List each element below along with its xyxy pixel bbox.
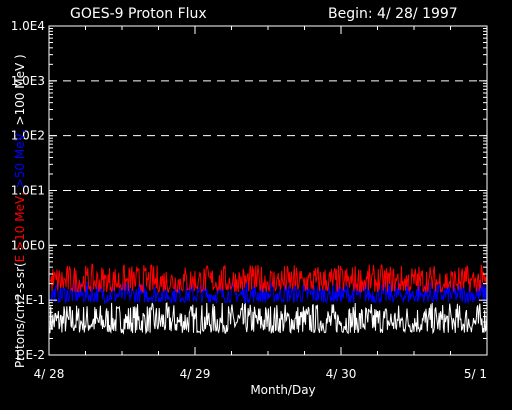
data-series (49, 263, 488, 335)
y-axis-label-part-1: E >10 MeV, (13, 188, 27, 262)
y-tick-label: 1.0E2 (11, 129, 45, 143)
x-axis-label: Month/Day (250, 383, 315, 397)
chart-title: GOES-9 Proton Flux (70, 6, 207, 22)
begin-date-label: Begin: 4/ 28/ 1997 (328, 6, 458, 22)
plot-frame (48, 25, 488, 356)
x-tick-label: 4/ 29 (180, 367, 211, 381)
x-tick-label: 4/ 30 (326, 367, 357, 381)
y-tick-label: 1.0E0 (11, 238, 45, 252)
series-line-0 (49, 263, 488, 294)
x-tick-label: 5/ 1 (464, 367, 487, 381)
y-tick-label: 1.0E3 (11, 74, 45, 88)
series-line-2 (49, 302, 488, 335)
y-tick-label: 1.0E1 (11, 184, 45, 198)
y-tick-label: 1.E-2 (14, 348, 45, 362)
y-axis-ticks: 1.E-2 1.E-1 1.0E0 1.0E1 1.0E2 1.0E3 1.0E4 (11, 19, 487, 362)
y-axis-label-part-0: Protons/cm2-s-sr( (13, 262, 27, 368)
grid-lines (49, 80, 487, 246)
y-tick-label: 1.0E4 (11, 19, 45, 33)
x-tick-label: 4/ 28 (34, 367, 65, 381)
y-axis-label: Protons/cm2-s-sr(E >10 MeV, >50 MeV, >10… (13, 54, 27, 368)
x-axis-ticks: 4/ 28 4/ 29 4/ 30 5/ 1 (34, 26, 488, 381)
y-tick-label: 1.E-1 (14, 293, 45, 307)
y-axis-label-part-3: >100 MeV ) (13, 54, 27, 125)
y-axis-label-part-2: >50 MeV, (13, 125, 27, 188)
